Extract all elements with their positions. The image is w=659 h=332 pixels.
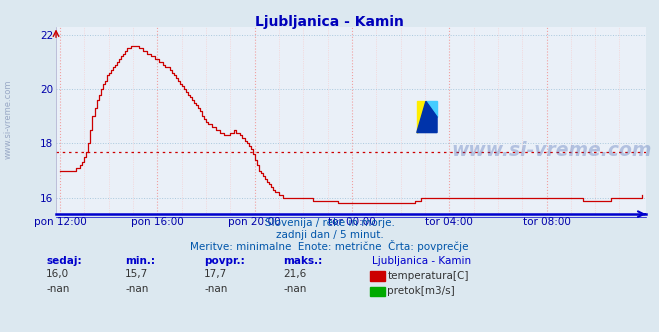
Text: Ljubljanica - Kamin: Ljubljanica - Kamin <box>255 15 404 29</box>
Text: 17,7: 17,7 <box>204 269 227 279</box>
Text: povpr.:: povpr.: <box>204 256 245 266</box>
Polygon shape <box>416 101 437 132</box>
Text: min.:: min.: <box>125 256 156 266</box>
Text: www.si-vreme.com: www.si-vreme.com <box>451 141 652 160</box>
Text: temperatura[C]: temperatura[C] <box>387 271 469 281</box>
Text: Slovenija / reke in morje.: Slovenija / reke in morje. <box>264 218 395 228</box>
Polygon shape <box>426 101 437 117</box>
Text: -nan: -nan <box>283 284 306 294</box>
Polygon shape <box>416 101 426 132</box>
Text: sedaj:: sedaj: <box>46 256 82 266</box>
Text: 16,0: 16,0 <box>46 269 69 279</box>
Text: Ljubljanica - Kamin: Ljubljanica - Kamin <box>372 256 471 266</box>
Text: Meritve: minimalne  Enote: metrične  Črta: povprečje: Meritve: minimalne Enote: metrične Črta:… <box>190 240 469 252</box>
Text: -nan: -nan <box>125 284 148 294</box>
Text: www.si-vreme.com: www.si-vreme.com <box>3 80 13 159</box>
Text: 21,6: 21,6 <box>283 269 306 279</box>
Text: zadnji dan / 5 minut.: zadnji dan / 5 minut. <box>275 230 384 240</box>
Text: -nan: -nan <box>204 284 227 294</box>
Text: 15,7: 15,7 <box>125 269 148 279</box>
Text: pretok[m3/s]: pretok[m3/s] <box>387 287 455 296</box>
Text: maks.:: maks.: <box>283 256 323 266</box>
Text: -nan: -nan <box>46 284 69 294</box>
